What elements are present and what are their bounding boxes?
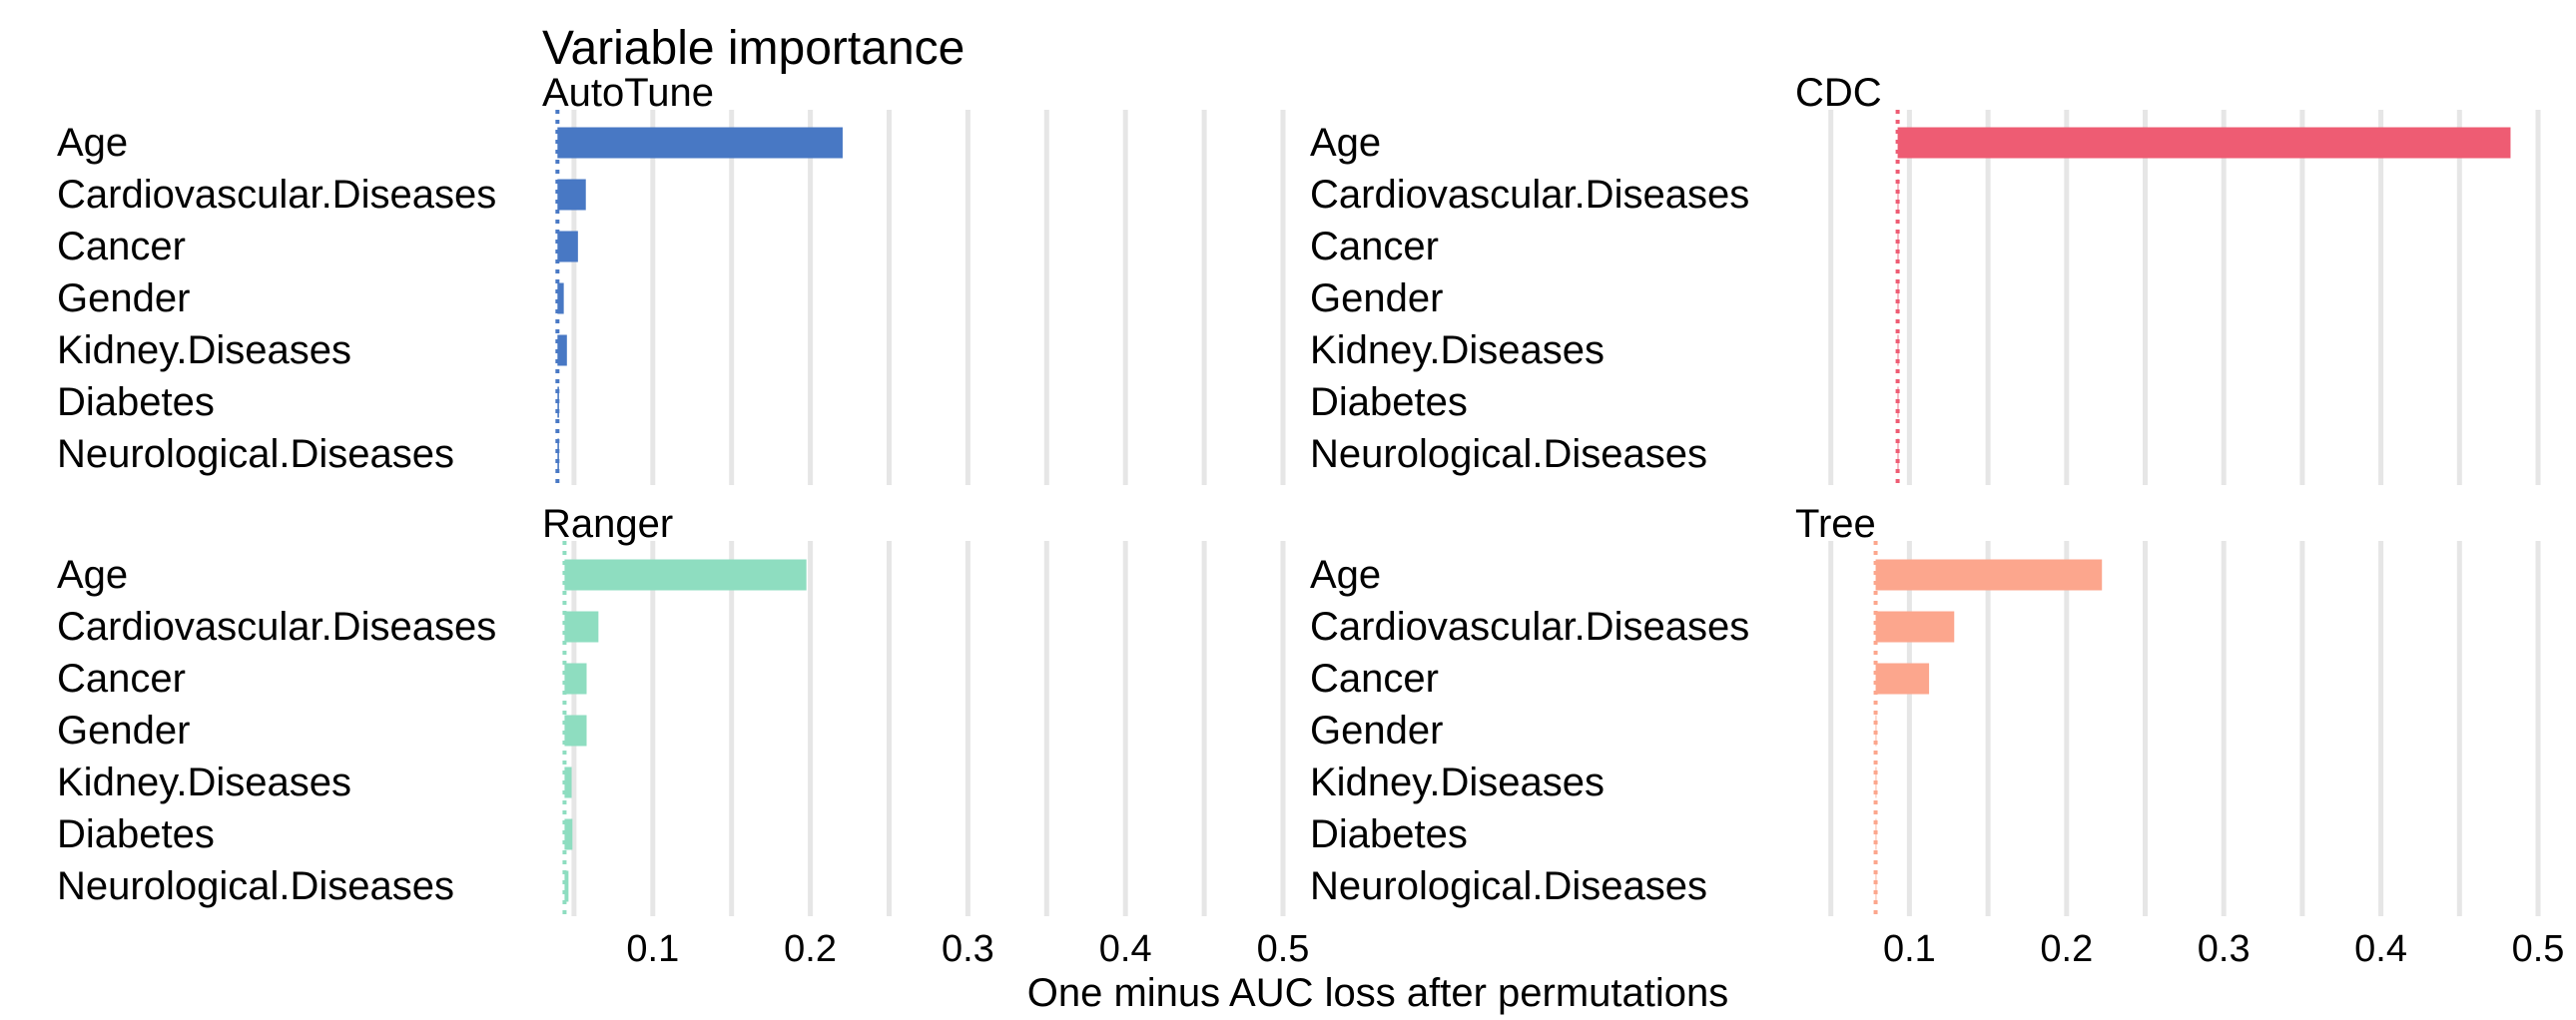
category-label-autotune-2: Cancer (57, 225, 186, 268)
strip-label-ranger: Ranger (542, 502, 673, 546)
x-tick-right-0: 0.1 (1883, 928, 1936, 970)
bar-tree-0 (1875, 559, 2103, 591)
category-label-autotune-4: Kidney.Diseases (57, 328, 351, 372)
bar-autotune-4 (557, 334, 567, 366)
facet-panels: AutoTune Age Cardiovascular.Diseases Cancer… (57, 71, 2541, 916)
bar-ranger-1 (564, 611, 599, 643)
chart-title: Variable importance (542, 22, 965, 75)
x-tick-left-2: 0.3 (942, 928, 994, 970)
category-label-ranger-1: Cardiovascular.Diseases (57, 605, 496, 649)
panel-autotune: AutoTune Age Cardiovascular.Diseases Cancer… (57, 71, 1286, 485)
bar-tree-1 (1875, 611, 1955, 643)
category-label-ranger-6: Neurological.Diseases (57, 864, 454, 908)
category-label-cdc-1: Cardiovascular.Diseases (1310, 173, 1749, 217)
bar-cdc-1 (1897, 179, 1899, 211)
bar-autotune-3 (557, 282, 564, 314)
x-axis-title: One minus AUC loss after permutations (1027, 971, 1729, 1015)
bar-tree-6 (1875, 870, 1877, 902)
category-label-cdc-3: Gender (1310, 276, 1443, 320)
x-axis-left: 0.1 0.2 0.3 0.4 0.5 (626, 928, 1309, 970)
category-label-tree-1: Cardiovascular.Diseases (1310, 605, 1749, 649)
category-label-ranger-2: Cancer (57, 657, 186, 701)
bar-cdc-6 (1897, 438, 1899, 470)
x-tick-left-4: 0.5 (1257, 928, 1310, 970)
category-label-cdc-0: Age (1310, 121, 1381, 165)
category-label-ranger-5: Diabetes (57, 812, 215, 856)
category-label-ranger-0: Age (57, 553, 128, 597)
category-label-cdc-2: Cancer (1310, 225, 1439, 268)
bar-ranger-3 (564, 715, 587, 747)
bar-tree-2 (1875, 663, 1930, 695)
category-label-cdc-5: Diabetes (1310, 380, 1468, 424)
x-tick-left-0: 0.1 (626, 928, 679, 970)
category-label-autotune-5: Diabetes (57, 380, 215, 424)
bar-ranger-6 (564, 870, 569, 902)
x-tick-right-3: 0.4 (2354, 928, 2407, 970)
x-tick-right-1: 0.2 (2040, 928, 2093, 970)
x-tick-left-1: 0.2 (784, 928, 837, 970)
bar-ranger-2 (564, 663, 587, 695)
bar-autotune-1 (557, 179, 586, 211)
category-label-autotune-3: Gender (57, 276, 190, 320)
category-label-tree-4: Kidney.Diseases (1310, 761, 1605, 804)
bar-cdc-3 (1897, 282, 1899, 314)
category-label-tree-0: Age (1310, 553, 1381, 597)
bar-cdc-2 (1897, 231, 1899, 262)
category-label-cdc-4: Kidney.Diseases (1310, 328, 1605, 372)
category-label-autotune-6: Neurological.Diseases (57, 432, 454, 476)
bar-autotune-6 (557, 438, 559, 470)
strip-label-tree: Tree (1795, 502, 1876, 546)
category-label-ranger-3: Gender (57, 709, 190, 753)
bar-autotune-0 (557, 127, 843, 159)
bar-ranger-0 (564, 559, 807, 591)
category-label-autotune-1: Cardiovascular.Diseases (57, 173, 496, 217)
category-label-ranger-4: Kidney.Diseases (57, 761, 351, 804)
x-tick-right-2: 0.3 (2198, 928, 2251, 970)
panel-ranger: Ranger Age Cardiovascular.Diseases Cancer Ge… (57, 502, 1286, 916)
x-tick-left-3: 0.4 (1099, 928, 1152, 970)
bar-cdc-0 (1897, 127, 2511, 159)
category-label-autotune-0: Age (57, 121, 128, 165)
x-tick-right-4: 0.5 (2512, 928, 2565, 970)
category-label-cdc-6: Neurological.Diseases (1310, 432, 1707, 476)
category-label-tree-5: Diabetes (1310, 812, 1468, 856)
category-label-tree-6: Neurological.Diseases (1310, 864, 1707, 908)
bar-ranger-5 (564, 818, 573, 850)
category-label-tree-3: Gender (1310, 709, 1443, 753)
strip-label-cdc: CDC (1795, 71, 1882, 115)
x-axis-right: 0.1 0.2 0.3 0.4 0.5 (1883, 928, 2564, 970)
bar-ranger-4 (564, 766, 572, 798)
bar-autotune-2 (557, 231, 578, 262)
panel-tree: Tree Age Cardiovascular.Diseases Cancer Gend… (1310, 502, 2541, 916)
panel-cdc: CDC Age Cardiovascular.Diseases Cancer Gende… (1310, 71, 2541, 485)
category-label-tree-2: Cancer (1310, 657, 1439, 701)
strip-label-autotune: AutoTune (542, 71, 714, 115)
